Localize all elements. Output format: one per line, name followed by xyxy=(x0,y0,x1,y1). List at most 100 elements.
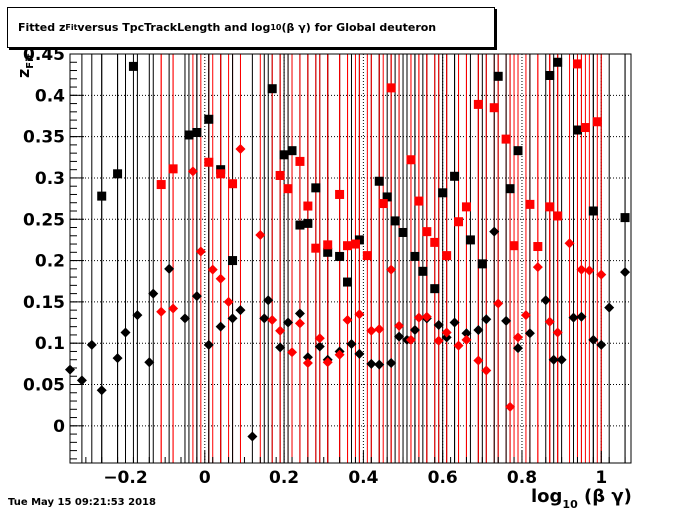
square-marker xyxy=(378,199,388,209)
diamond-marker xyxy=(235,305,246,316)
square-marker xyxy=(156,180,166,190)
x-tick-label: 0.2 xyxy=(269,468,299,488)
diamond-marker xyxy=(532,262,543,273)
diamond-marker xyxy=(481,365,492,376)
diamond-marker xyxy=(346,339,357,350)
diamond-marker xyxy=(540,295,551,306)
title-suffix: (β γ) for Global deuteron xyxy=(281,21,437,34)
diamond-marker xyxy=(576,264,587,275)
diamond-marker xyxy=(148,288,159,299)
x-tick-label: 0.6 xyxy=(428,468,458,488)
diamond-marker xyxy=(453,340,464,351)
diamond-marker xyxy=(235,144,246,155)
x-axis-title-main: log xyxy=(531,486,563,507)
square-marker xyxy=(184,130,194,140)
diamond-marker xyxy=(302,352,313,363)
diamond-marker xyxy=(493,298,504,309)
axis-ticks xyxy=(69,53,626,463)
title-prefix: Fitted z xyxy=(18,21,66,34)
diamond-marker xyxy=(259,313,270,324)
square-marker xyxy=(450,171,460,181)
x-tick-label: −0.2 xyxy=(103,468,147,488)
x-axis-title-rest: (β γ) xyxy=(577,486,632,507)
y-tick-label: 0.05 xyxy=(23,376,65,396)
square-marker xyxy=(275,170,285,180)
square-marker xyxy=(267,84,277,94)
diamond-marker xyxy=(96,385,107,396)
diamond-marker xyxy=(267,315,278,326)
diamond-marker xyxy=(433,335,444,346)
square-marker xyxy=(592,117,602,127)
square-marker xyxy=(279,150,289,160)
square-marker xyxy=(553,211,563,221)
square-marker xyxy=(461,202,471,212)
y-axis-title: zFit xyxy=(14,54,44,78)
square-marker xyxy=(350,239,360,249)
diamond-marker xyxy=(394,320,405,331)
diamond-marker xyxy=(524,328,535,339)
square-marker xyxy=(545,202,555,212)
diamond-marker xyxy=(596,269,607,280)
square-marker xyxy=(620,213,630,223)
x-axis-title: log10 (β γ) xyxy=(531,486,632,511)
diamond-marker xyxy=(187,166,198,177)
timestamp-footer: Tue May 15 09:21:53 2018 xyxy=(8,497,156,508)
square-marker xyxy=(553,57,563,67)
square-marker xyxy=(477,259,487,269)
y-tick-label: 0 xyxy=(53,417,65,437)
y-tick-label: 0.25 xyxy=(23,210,65,230)
diamond-marker xyxy=(473,355,484,366)
diamond-marker xyxy=(441,327,452,338)
y-tick-label: 0.4 xyxy=(35,86,65,106)
diamond-marker xyxy=(413,312,424,323)
square-marker xyxy=(343,277,353,287)
square-marker xyxy=(323,240,333,250)
diamond-marker xyxy=(144,357,155,368)
diamond-marker xyxy=(156,306,167,317)
square-marker xyxy=(418,266,428,276)
square-marker xyxy=(303,218,313,228)
y-tick-label: 0.15 xyxy=(23,293,65,313)
diamond-marker xyxy=(164,263,175,274)
square-marker xyxy=(572,59,582,69)
diamond-marker xyxy=(513,332,524,343)
diamond-marker xyxy=(275,325,286,336)
diamond-marker xyxy=(207,264,218,275)
diamond-marker xyxy=(179,313,190,324)
diamond-marker xyxy=(215,321,226,332)
x-tick-label: 1 xyxy=(595,468,607,488)
square-marker xyxy=(398,227,408,237)
square-marker xyxy=(382,192,392,202)
square-marker xyxy=(430,284,440,294)
diamond-marker xyxy=(322,357,333,368)
y-tick-label: 0.3 xyxy=(35,169,65,189)
diamond-marker xyxy=(505,401,516,412)
diamond-marker xyxy=(366,358,377,369)
square-marker xyxy=(228,179,238,189)
y-tick-label: 0.45 xyxy=(23,45,65,65)
square-marker xyxy=(374,176,384,186)
diamond-marker xyxy=(548,354,559,365)
square-marker xyxy=(545,70,555,80)
diamond-marker xyxy=(374,359,385,370)
diamond-marker xyxy=(112,353,123,364)
square-marker xyxy=(438,188,448,198)
y-axis-title-sub: Fit xyxy=(25,53,36,69)
diamond-marker xyxy=(449,317,460,328)
axis-tick-labels: −0.2 0 0.2 0.4 0.6 0.8 1 0 0.05 0.1 0.15 0.2 0.25 0.3… xyxy=(23,45,607,488)
square-marker xyxy=(465,235,475,245)
square-marker xyxy=(323,247,333,257)
square-marker xyxy=(335,189,345,199)
square-marker xyxy=(204,114,214,124)
square-marker xyxy=(501,134,511,144)
square-marker xyxy=(343,241,353,251)
square-marker xyxy=(509,241,519,251)
square-marker xyxy=(390,216,400,226)
square-marker xyxy=(295,156,305,166)
y-tick-label: 0.35 xyxy=(23,128,65,148)
diamond-marker xyxy=(294,318,305,329)
diamond-marker xyxy=(215,273,226,284)
square-marker xyxy=(283,184,293,194)
plot-frame xyxy=(69,53,632,464)
